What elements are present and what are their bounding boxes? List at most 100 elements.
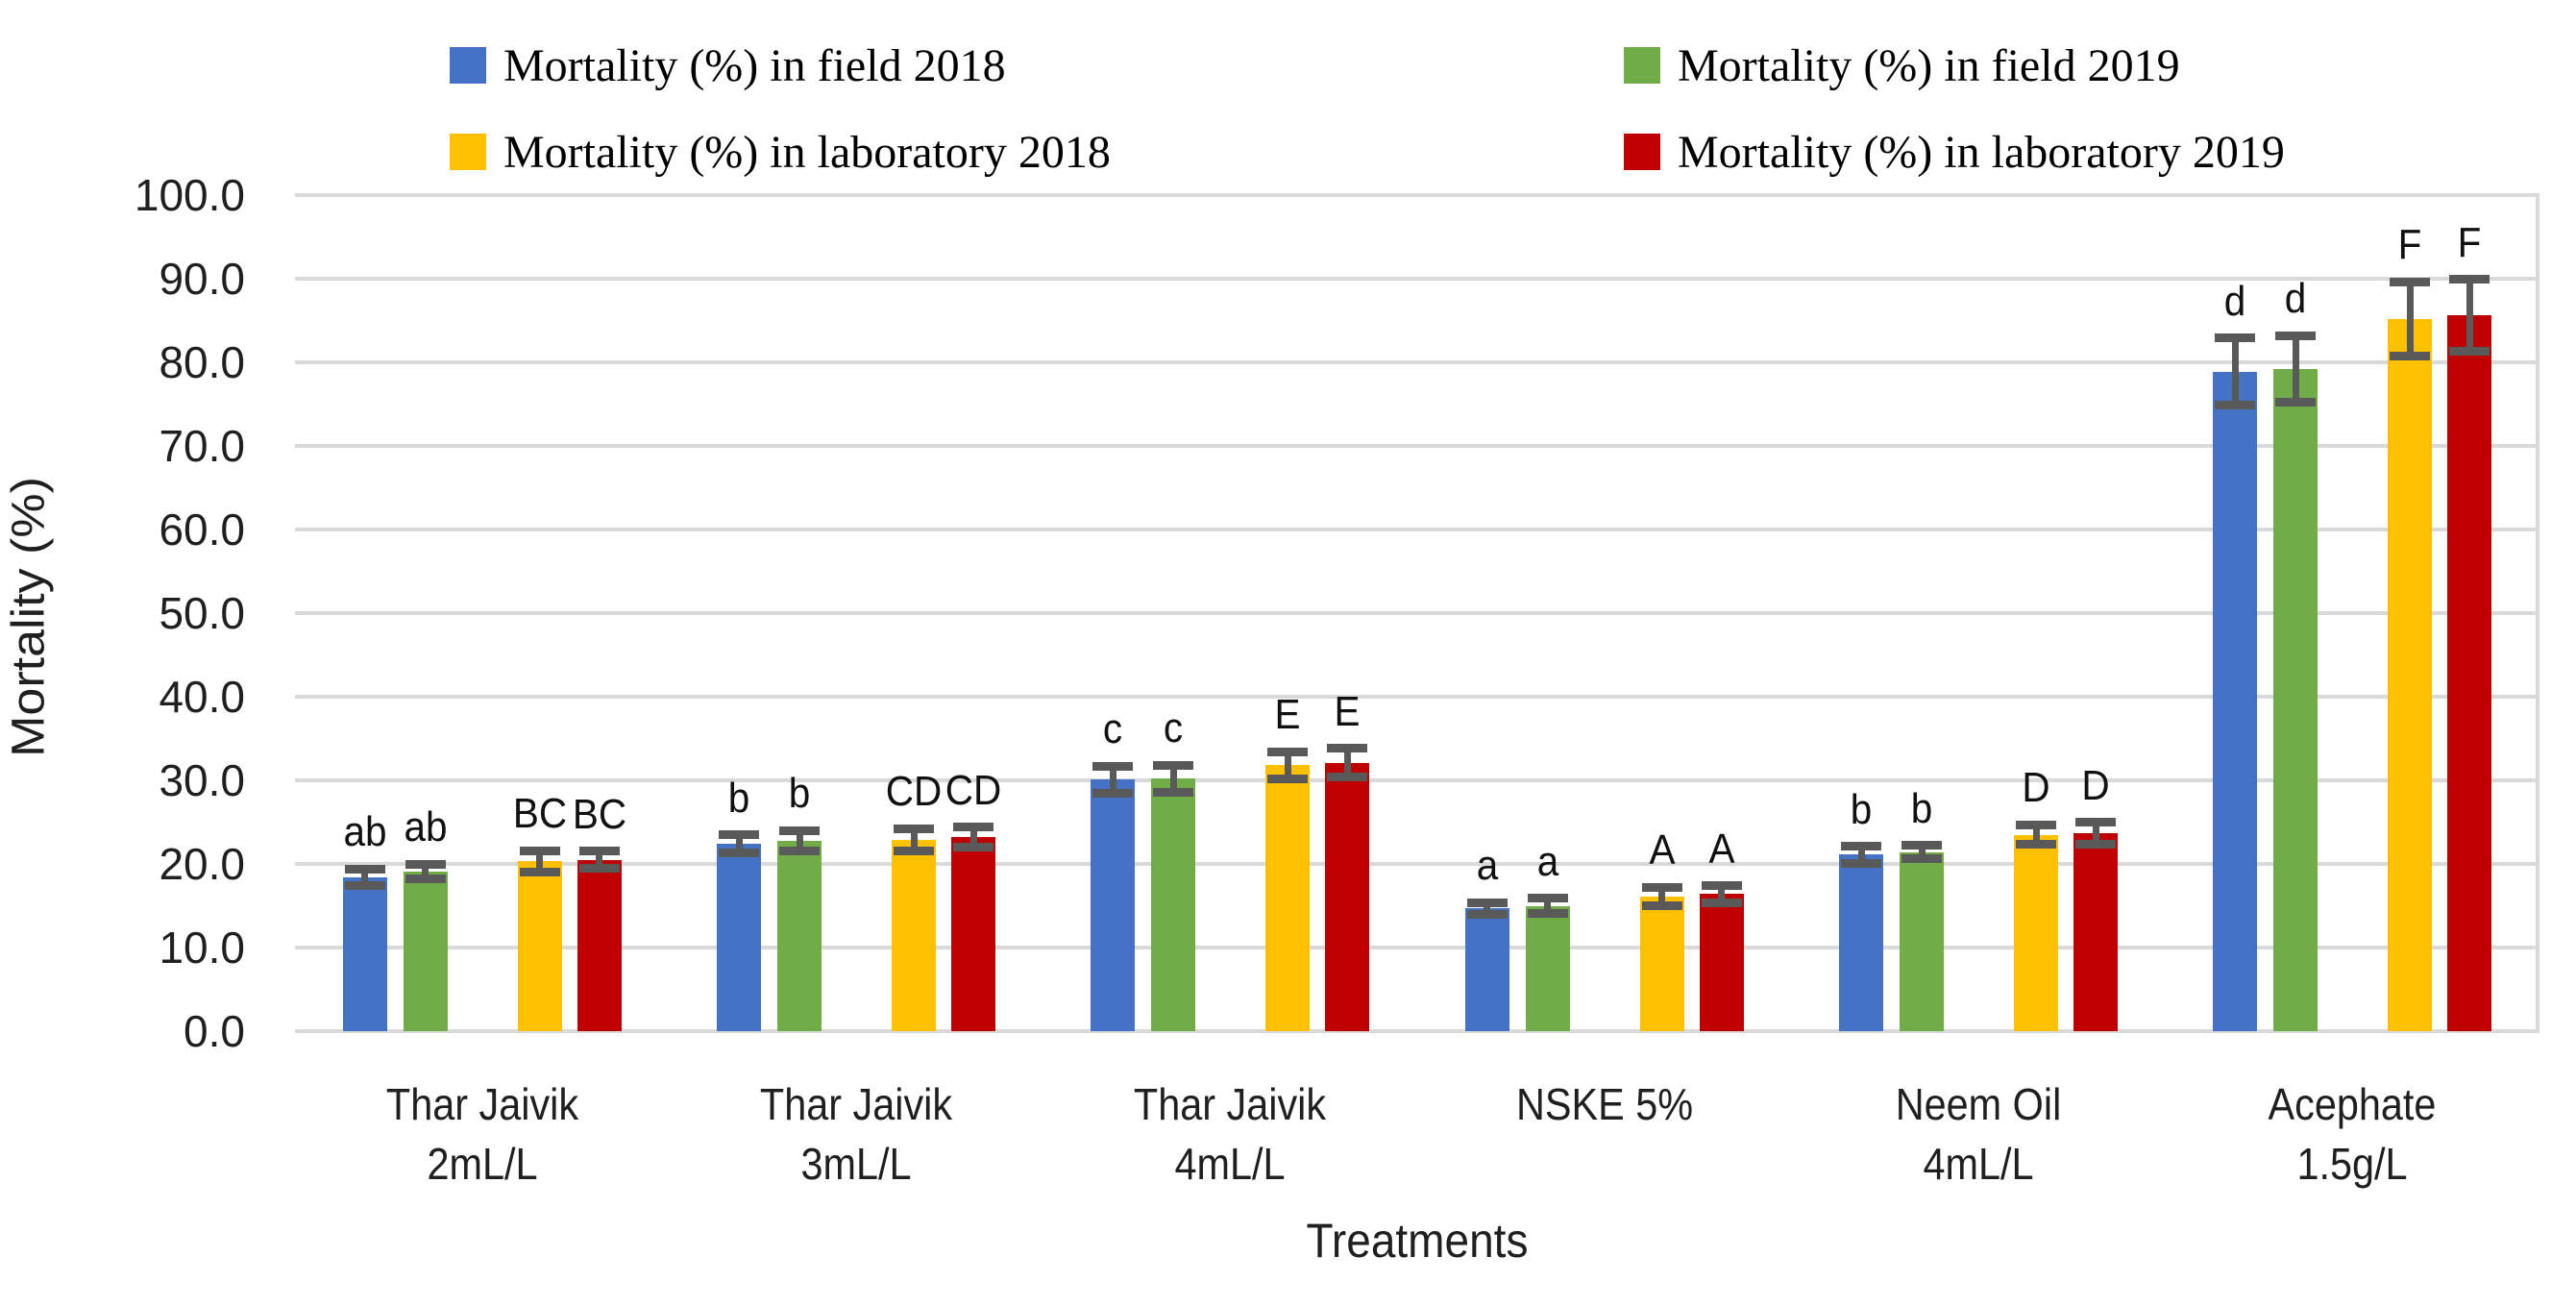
error-bar-cap-bottom (2016, 840, 2056, 850)
error-bar-cap-bottom (1327, 773, 1368, 782)
gridline-30.0 (295, 778, 2539, 782)
bar-series-3-group-1 (951, 837, 995, 1031)
error-bar-cap-bottom (578, 863, 620, 873)
error-bar-line (2092, 822, 2099, 845)
error-bar-line (969, 826, 977, 848)
y-tick-label: 50.0 (159, 588, 245, 638)
bar-series-3-group-0 (577, 859, 622, 1031)
error-bar-cap-bottom (894, 846, 934, 855)
error-bar-cap-bottom (1841, 858, 1881, 868)
significance-letter: F (2397, 221, 2422, 269)
legend-swatch-field-2018 (450, 47, 486, 84)
error-bar-cap-bottom (953, 843, 994, 852)
error-bar-line (1718, 885, 1726, 902)
significance-letter: BC (512, 790, 567, 838)
legend-label-field-2018: Mortality (%) in field 2018 (503, 39, 1006, 91)
error-bar-line (796, 830, 803, 851)
error-bar-line (735, 834, 743, 853)
error-bar-cap-top (1267, 747, 1309, 756)
bar-series-3-group-3 (1699, 894, 1744, 1031)
bar-series-2-group-3 (1639, 896, 1684, 1031)
significance-letter: b (1850, 785, 1873, 833)
gridline-50.0 (295, 611, 2539, 615)
significance-letter: E (1334, 687, 1361, 735)
error-bar-cap-top (2275, 331, 2317, 340)
error-bar-cap-bottom (1641, 901, 1682, 910)
x-category-label-line: Neem Oil (1895, 1079, 2062, 1129)
error-bar-line (1169, 765, 1177, 793)
significance-letter: ab (343, 808, 387, 856)
error-bar-cap-top (2016, 820, 2056, 829)
error-bar-cap-top (578, 847, 620, 856)
x-category-label-line: 2mL/L (427, 1139, 538, 1189)
bar-series-2-group-1 (892, 839, 936, 1031)
bar-series-2-group-2 (1265, 765, 1311, 1031)
y-tick-label: 0.0 (184, 1006, 245, 1056)
error-bar-line (1918, 845, 1926, 859)
error-bar-line (2466, 279, 2473, 352)
legend-swatch-laboratory-2018 (450, 134, 486, 170)
chart-plot-area: ab ab BC BC Thar Jaivik 2mL/L b b CD CD Thar Jaivi… (295, 193, 2539, 1189)
error-bar-cap-top (2075, 818, 2116, 826)
legend-swatch-laboratory-2019 (1624, 134, 1660, 170)
error-bar-cap-top (779, 825, 820, 835)
significance-letter: CD (885, 768, 943, 816)
x-category-label: Neem Oil 4mL/L (1823, 1074, 2134, 1194)
error-bar-cap-top (2390, 277, 2431, 286)
significance-letter: c (1103, 705, 1123, 753)
bar-series-1-group-3 (1525, 905, 1570, 1031)
legend-label-laboratory-2018: Mortality (%) in laboratory 2018 (503, 126, 1111, 178)
error-bar-cap-top (1092, 761, 1134, 771)
bar-series-0-group-5 (2213, 371, 2258, 1031)
error-bar-line (1484, 902, 1491, 915)
x-category-label: NSKE 5% (1449, 1074, 1760, 1134)
significance-letter: b (727, 774, 750, 822)
significance-letter: F (2457, 218, 2482, 266)
error-bar-cap-bottom (519, 868, 560, 877)
error-bar-cap-top (2449, 275, 2490, 284)
significance-letter: D (2022, 764, 2050, 812)
error-bar-line (2292, 335, 2299, 403)
bar-series-0-group-2 (1091, 779, 1136, 1031)
bar-series-1-group-5 (2273, 368, 2318, 1031)
significance-letter: a (1536, 837, 1558, 885)
significance-letter: CD (945, 766, 1002, 814)
error-bar-line (536, 850, 544, 873)
significance-letter: A (1708, 825, 1735, 873)
y-tick-label: 30.0 (159, 755, 245, 805)
error-bar-line (596, 850, 603, 869)
y-tick-label: 40.0 (159, 672, 245, 722)
gridline-100.0 (295, 193, 2539, 197)
significance-letter: A (1649, 826, 1676, 875)
error-bar-cap-bottom (2215, 400, 2256, 409)
error-bar-line (1343, 748, 1351, 777)
bar-series-2-group-0 (517, 861, 562, 1031)
gridline-0.0 (295, 1029, 2539, 1033)
error-bar-cap-top (405, 859, 446, 869)
bar-series-3-group-2 (1325, 762, 1370, 1031)
error-bar-line (422, 864, 429, 879)
bar-series-0-group-3 (1464, 908, 1509, 1031)
error-bar-cap-top (344, 864, 385, 874)
legend-swatch-field-2019 (1624, 47, 1660, 84)
y-tick-label: 60.0 (159, 505, 245, 554)
error-bar-cap-bottom (405, 875, 446, 884)
bar-series-1-group-2 (1151, 778, 1196, 1031)
error-bar-cap-bottom (2275, 398, 2317, 407)
error-bar-cap-bottom (1153, 787, 1194, 797)
significance-letter: c (1164, 704, 1184, 752)
error-bar-line (2231, 337, 2239, 406)
significance-letter: E (1274, 691, 1301, 739)
error-bar-cap-top (1701, 881, 1742, 891)
bar-series-3-group-4 (2073, 832, 2118, 1031)
error-bar-line (1857, 846, 1865, 864)
error-bar-cap-bottom (1701, 898, 1742, 907)
error-bar-cap-bottom (1267, 774, 1309, 783)
x-category-label-line: Thar Jaivik (385, 1079, 578, 1129)
bar-series-1-group-0 (403, 871, 448, 1031)
significance-letter: b (1910, 784, 1933, 832)
bar-series-0-group-1 (717, 844, 761, 1031)
error-bar-line (1284, 752, 1291, 779)
x-category-label-line: Acephate (2268, 1079, 2437, 1129)
